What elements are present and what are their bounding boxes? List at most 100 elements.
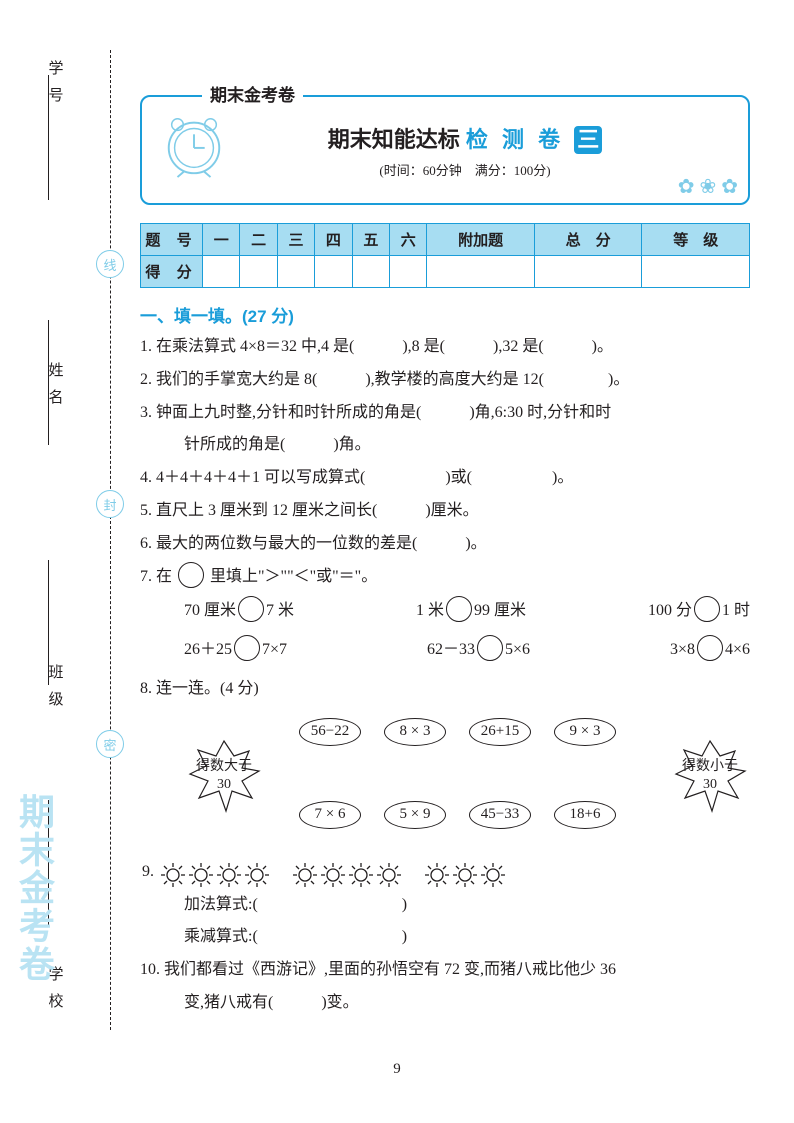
sun-icon (424, 862, 450, 888)
sun-group (160, 862, 270, 888)
question-5: 5. 直尺上 3 厘米到 12 厘米之间长( )厘米。 (140, 495, 750, 528)
col-header: 三 (277, 224, 314, 256)
sun-group (424, 862, 506, 888)
bubble[interactable]: 56−22 (299, 718, 361, 746)
sun-row (160, 862, 506, 888)
table-row: 题 号 一 二 三 四 五 六 附加题 总 分 等 级 (141, 224, 750, 256)
question-10-cont: 变,猪八戒有( )变。 (140, 987, 750, 1020)
watermark: 期末金考卷 (8, 793, 60, 983)
bubble[interactable]: 5 × 9 (384, 801, 446, 829)
score-cell[interactable] (203, 256, 240, 288)
col-header: 一 (203, 224, 240, 256)
bubble[interactable]: 9 × 3 (554, 718, 616, 746)
col-header: 六 (390, 224, 427, 256)
sun-icon (216, 862, 242, 888)
page-number: 9 (393, 1061, 401, 1078)
leaf-right: 得数小于 30 (670, 736, 750, 816)
sun-icon (348, 862, 374, 888)
header-subtitle: (时间：60分钟 满分：100分) (379, 160, 550, 179)
leaf-left: 得数大于 30 (184, 736, 264, 816)
table-row: 得 分 (141, 256, 750, 288)
comp-cell: 26＋257×7 (184, 634, 287, 667)
fold-badge: 线 (96, 250, 124, 278)
clock-icon (160, 111, 228, 179)
score-cell[interactable] (642, 256, 750, 288)
sun-group (292, 862, 402, 888)
question-4: 4. 4＋4＋4＋4＋1 可以写成算式( )或( )。 (140, 462, 750, 495)
section-title: 一、填一填。(27 分) (140, 302, 750, 327)
title-box: 三 (574, 126, 602, 154)
row-label: 得 分 (141, 256, 203, 288)
q9-label: 9. (140, 856, 154, 889)
header-box: 期末金考卷 期末知能达标 检 测 卷 三 (时间：60分钟 满分：100分) ✿… (140, 95, 750, 205)
col-header: 附加题 (427, 224, 535, 256)
sun-icon (292, 862, 318, 888)
question-list: 1. 在乘法算式 4×8＝32 中,4 是( ),8 是( ),32 是( )。… (140, 331, 750, 1020)
score-table: 题 号 一 二 三 四 五 六 附加题 总 分 等 级 得 分 (140, 223, 750, 288)
sun-icon (160, 862, 186, 888)
bubble[interactable]: 7 × 6 (299, 801, 361, 829)
circle-blank[interactable] (697, 635, 723, 661)
circle-blank[interactable] (446, 596, 472, 622)
col-header: 五 (352, 224, 389, 256)
sun-icon (452, 862, 478, 888)
question-10: 10. 我们都看过《西游记》,里面的孙悟空有 72 变,而猪八戒比他少 36 (140, 954, 750, 987)
comparison-row: 26＋257×7 62－335×6 3×84×6 (140, 634, 750, 667)
label-line (48, 75, 49, 200)
sun-icon (376, 862, 402, 888)
score-cell[interactable] (277, 256, 314, 288)
bubble[interactable]: 26+15 (469, 718, 531, 746)
circle-blank[interactable] (234, 635, 260, 661)
matching-area: 得数大于 30 得数小于 30 56−22 8 × 3 26+15 9 × 3 … (184, 706, 750, 856)
bubble[interactable]: 45−33 (469, 801, 531, 829)
score-cell[interactable] (390, 256, 427, 288)
score-cell[interactable] (315, 256, 352, 288)
score-cell[interactable] (427, 256, 535, 288)
circle-blank[interactable] (694, 596, 720, 622)
title-accent: 检 测 卷 (466, 127, 564, 152)
score-cell[interactable] (240, 256, 277, 288)
q9-mult-sub: 乘减算式:( ) (140, 921, 750, 954)
row-label: 题 号 (141, 224, 203, 256)
col-header: 二 (240, 224, 277, 256)
title-black: 期末知能达标 (328, 127, 460, 152)
sun-icon (320, 862, 346, 888)
label-line (48, 560, 49, 685)
label-line (48, 320, 49, 445)
fold-line (110, 50, 111, 1030)
col-header: 总 分 (534, 224, 642, 256)
circle-blank (178, 562, 204, 588)
sun-icon (244, 862, 270, 888)
question-2: 2. 我们的手掌宽大约是 8( ),教学楼的高度大约是 12( )。 (140, 364, 750, 397)
sun-icon (188, 862, 214, 888)
circle-blank[interactable] (477, 635, 503, 661)
question-7: 7. 在 里填上"＞""＜"或"＝"。 (140, 561, 750, 594)
question-9: 9. (140, 856, 750, 889)
question-1: 1. 在乘法算式 4×8＝32 中,4 是( ),8 是( ),32 是( )。 (140, 331, 750, 364)
col-header: 四 (315, 224, 352, 256)
flower-icon: ✿ ❀ ✿ (678, 174, 738, 199)
bubble[interactable]: 8 × 3 (384, 718, 446, 746)
bubble[interactable]: 18+6 (554, 801, 616, 829)
col-header: 等 级 (642, 224, 750, 256)
comp-cell: 62－335×6 (427, 634, 530, 667)
header-title: 期末知能达标 检 测 卷 三 (328, 122, 603, 154)
comp-cell: 1 米99 厘米 (416, 595, 526, 628)
comp-cell: 70 厘米7 米 (184, 595, 294, 628)
score-cell[interactable] (534, 256, 642, 288)
sun-icon (480, 862, 506, 888)
fold-badge: 密 (96, 730, 124, 758)
fold-badge: 封 (96, 490, 124, 518)
comp-cell: 3×84×6 (670, 634, 750, 667)
question-3-cont: 针所成的角是( )角。 (140, 429, 750, 462)
comparison-row: 70 厘米7 米 1 米99 厘米 100 分1 时 (140, 595, 750, 628)
score-cell[interactable] (352, 256, 389, 288)
question-6: 6. 最大的两位数与最大的一位数的差是( )。 (140, 528, 750, 561)
q9-addition: 加法算式:( ) (140, 889, 750, 922)
question-3: 3. 钟面上九时整,分针和时针所成的角是( )角,6:30 时,分针和时 (140, 397, 750, 430)
header-tab: 期末金考卷 (202, 81, 303, 106)
main-content: 期末金考卷 期末知能达标 检 测 卷 三 (时间：60分钟 满分：100分) ✿… (140, 95, 750, 1020)
question-8: 8. 连一连。(4 分) (140, 673, 750, 706)
circle-blank[interactable] (238, 596, 264, 622)
comp-cell: 100 分1 时 (648, 595, 750, 628)
